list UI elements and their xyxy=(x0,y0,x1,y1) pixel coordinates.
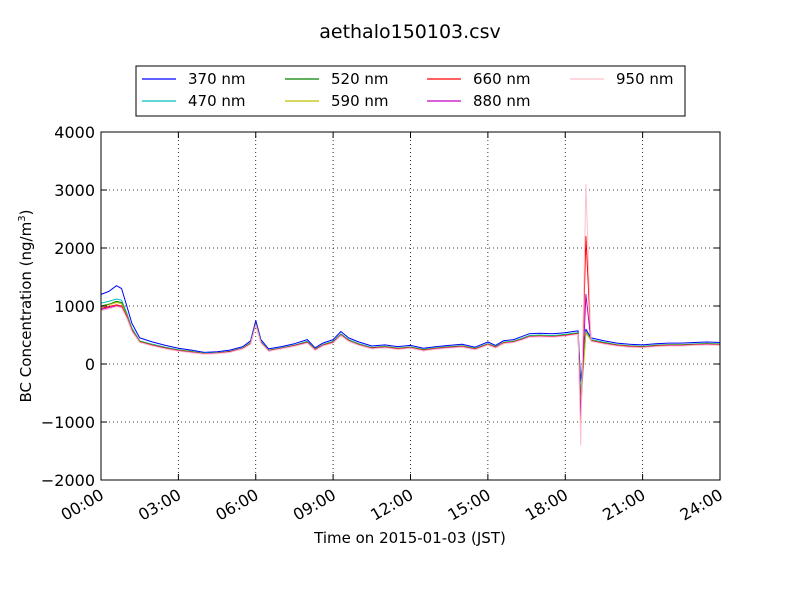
y-tick-label: −2000 xyxy=(41,471,95,490)
legend-label: 660 nm xyxy=(473,70,531,88)
y-axis-label-end: ) xyxy=(17,210,35,216)
plot-series xyxy=(100,183,721,446)
series-line xyxy=(100,183,721,446)
y-tick-label: 4000 xyxy=(54,123,95,142)
legend-frame xyxy=(135,65,686,117)
legend-label: 520 nm xyxy=(331,70,389,88)
y-tick-label: −1000 xyxy=(41,413,95,432)
x-axis-label: Time on 2015-01-03 (JST) xyxy=(313,529,506,547)
legend-label: 950 nm xyxy=(616,70,674,88)
y-tick-label: 1000 xyxy=(54,297,95,316)
legend-label: 470 nm xyxy=(188,92,246,110)
y-tick-label: 3000 xyxy=(54,181,95,200)
y-axis-label-superscript: 3 xyxy=(17,215,28,221)
ticks xyxy=(100,131,721,481)
chart-title: aethalo150103.csv xyxy=(319,21,501,43)
y-tick-label: 0 xyxy=(85,355,95,374)
y-axis-label: BC Concentration (ng/m3) xyxy=(17,210,35,403)
legend-label: 370 nm xyxy=(188,70,246,88)
y-tick-label: 2000 xyxy=(54,239,95,258)
legend-label: 590 nm xyxy=(331,92,389,110)
y-tick-labels: 4000 3000 2000 1000 0 −1000 −2000 xyxy=(41,123,95,490)
legend-label: 880 nm xyxy=(473,92,531,110)
y-axis-label-base: BC Concentration (ng/m xyxy=(17,222,35,403)
legend: 370 nm 470 nm 520 nm 590 nm 660 nm 880 nm 950 … xyxy=(135,65,686,117)
